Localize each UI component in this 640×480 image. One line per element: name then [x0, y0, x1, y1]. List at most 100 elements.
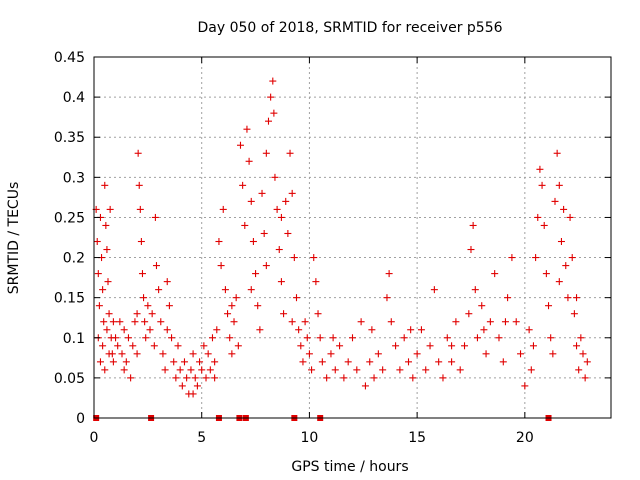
data-point	[120, 366, 128, 374]
data-point	[435, 358, 443, 366]
data-point	[344, 358, 352, 366]
data-point	[277, 278, 285, 286]
data-point	[258, 189, 266, 197]
data-point	[517, 350, 525, 358]
data-point	[336, 342, 344, 350]
data-point	[109, 358, 117, 366]
data-point	[316, 334, 324, 342]
data-point	[133, 310, 141, 318]
data-point	[95, 302, 103, 310]
data-point	[564, 294, 572, 302]
data-point	[236, 141, 244, 149]
data-point	[230, 318, 238, 326]
data-point	[536, 165, 544, 173]
data-point	[504, 294, 512, 302]
data-point	[127, 374, 135, 382]
data-point	[396, 366, 404, 374]
data-point	[196, 358, 204, 366]
data-point	[101, 181, 109, 189]
data-point	[135, 181, 143, 189]
data-point	[545, 302, 553, 310]
x-tick-labels: 0 5 10 15 20	[90, 430, 534, 446]
x-tick-label: 5	[197, 430, 206, 446]
data-point	[357, 318, 365, 326]
y-tick-label: 0.15	[54, 291, 85, 307]
data-point	[385, 270, 393, 278]
data-point	[134, 149, 142, 157]
data-point	[329, 334, 337, 342]
data-point	[178, 382, 186, 390]
data-point	[151, 213, 159, 221]
data-point	[555, 278, 563, 286]
data-point	[189, 390, 197, 398]
data-point	[439, 374, 447, 382]
data-point	[331, 366, 339, 374]
data-point	[368, 326, 376, 334]
data-point	[247, 197, 255, 205]
data-point	[448, 358, 456, 366]
data-point	[170, 358, 178, 366]
data-point	[562, 262, 570, 270]
data-point	[305, 350, 313, 358]
data-point	[555, 181, 563, 189]
data-point	[430, 286, 438, 294]
data-point	[101, 366, 109, 374]
data-point	[422, 366, 430, 374]
y-tick-label: 0	[76, 411, 85, 427]
data-point	[349, 334, 356, 342]
data-point	[105, 310, 113, 318]
data-point	[165, 302, 173, 310]
x-tick-label: 15	[408, 430, 426, 446]
data-point	[142, 334, 150, 342]
y-tick-label: 0.05	[54, 371, 85, 387]
data-point	[99, 286, 107, 294]
data-point	[452, 318, 460, 326]
data-point	[557, 238, 565, 246]
data-point	[234, 342, 242, 350]
data-point	[499, 358, 507, 366]
data-point	[215, 238, 223, 246]
data-point	[534, 213, 542, 221]
data-point	[172, 374, 180, 382]
data-point	[284, 229, 292, 237]
data-point	[140, 294, 148, 302]
data-point	[118, 350, 126, 358]
data-point	[529, 342, 537, 350]
data-point	[131, 318, 139, 326]
data-point	[174, 342, 182, 350]
data-point	[308, 366, 316, 374]
data-point	[168, 334, 176, 342]
data-point	[100, 318, 108, 326]
data-point	[527, 366, 535, 374]
data-point	[252, 270, 260, 278]
data-point	[579, 350, 587, 358]
data-point	[405, 358, 413, 366]
data-point	[93, 238, 101, 246]
data-point	[245, 157, 253, 165]
data-point	[94, 270, 102, 278]
data-point	[176, 366, 184, 374]
data-point	[273, 205, 281, 213]
data-point	[99, 342, 107, 350]
data-point	[155, 286, 163, 294]
data-point	[262, 262, 270, 270]
data-point	[241, 221, 249, 229]
data-point	[288, 318, 296, 326]
data-point	[193, 382, 201, 390]
data-point	[540, 221, 548, 229]
data-point	[148, 310, 156, 318]
data-point	[577, 334, 585, 342]
data-point	[144, 302, 152, 310]
data-point	[180, 358, 188, 366]
data-point	[366, 358, 374, 366]
data-point	[573, 294, 581, 302]
data-point	[583, 358, 591, 366]
data-point	[542, 270, 550, 278]
data-point	[133, 350, 141, 358]
data-point	[254, 302, 262, 310]
data-point	[581, 374, 589, 382]
data-point	[187, 366, 195, 374]
data-point	[560, 205, 568, 213]
data-point	[219, 205, 227, 213]
x-tick-label: 10	[301, 430, 319, 446]
